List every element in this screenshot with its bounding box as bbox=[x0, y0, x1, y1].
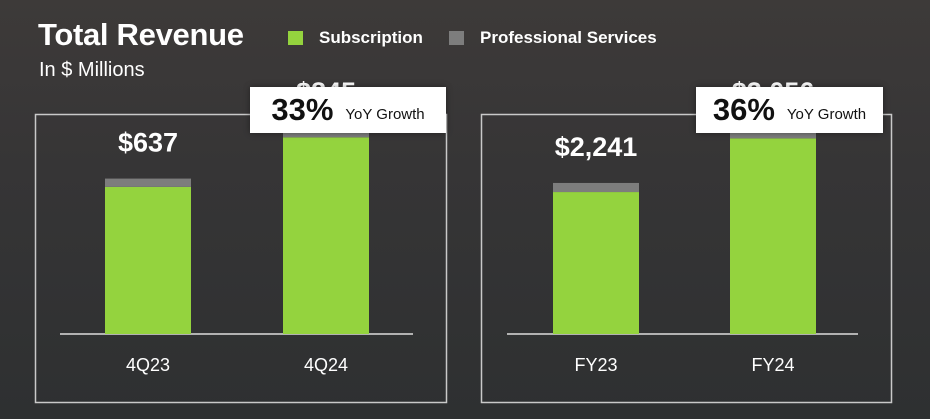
category-label-fy23: FY23 bbox=[574, 355, 617, 375]
growth-label-quarterly: YoY Growth bbox=[345, 105, 425, 123]
total-label-4q23: $637 bbox=[118, 128, 178, 158]
growth-label-annual: YoY Growth bbox=[786, 105, 867, 123]
legend-item-professional-services: Professional Services bbox=[449, 28, 657, 48]
chart-title: Total Revenue bbox=[38, 17, 244, 52]
bar-professional-services-fy24 bbox=[730, 128, 816, 139]
legend-label-professional-services: Professional Services bbox=[480, 28, 657, 47]
bar-subscription-fy23 bbox=[553, 192, 639, 334]
legend-swatch-professional-services bbox=[449, 31, 464, 45]
total-label-fy23: $2,241 bbox=[555, 132, 638, 162]
category-label-4q24: 4Q24 bbox=[304, 355, 348, 375]
category-label-fy24: FY24 bbox=[751, 355, 794, 375]
legend-label-subscription: Subscription bbox=[319, 28, 423, 47]
bar-subscription-fy24 bbox=[730, 138, 816, 334]
chart-subtitle: In $ Millions bbox=[39, 59, 145, 81]
panel-frame-annual bbox=[480, 113, 893, 404]
growth-value-annual: 36% bbox=[712, 92, 775, 127]
growth-badge-quarterly: 33% YoY Growth bbox=[250, 87, 446, 133]
panel-frame-quarterly bbox=[34, 113, 448, 404]
legend-swatch-subscription bbox=[288, 31, 303, 45]
bar-subscription-4q24 bbox=[283, 137, 369, 334]
growth-badge-annual: 36% YoY Growth bbox=[696, 87, 883, 133]
category-label-4q23: 4Q23 bbox=[126, 355, 170, 375]
bar-professional-services-4q23 bbox=[105, 178, 191, 187]
bar-professional-services-fy23 bbox=[553, 182, 639, 193]
growth-value-quarterly: 33% bbox=[271, 92, 334, 127]
bar-subscription-4q23 bbox=[105, 186, 191, 334]
legend-item-subscription: Subscription bbox=[288, 28, 423, 48]
